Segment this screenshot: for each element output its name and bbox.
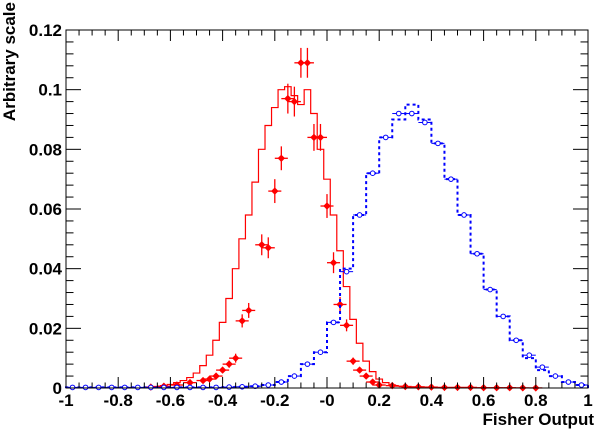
data-point: [355, 366, 364, 374]
data-point: [368, 378, 377, 386]
plot-layer: [65, 47, 589, 392]
data-point: [161, 384, 167, 391]
data-point: [108, 384, 115, 391]
x-tick-label: 0.8: [524, 391, 548, 410]
data-point: [218, 366, 227, 374]
data-point: [317, 349, 324, 356]
axis-ticks: [65, 29, 589, 389]
y-tick-label: 0.06: [29, 200, 62, 219]
x-tick-label: -1: [58, 391, 73, 410]
data-point: [225, 360, 233, 368]
data-point: [578, 382, 585, 388]
data-point: [461, 212, 467, 218]
data-point: [290, 97, 299, 106]
data-point: [148, 384, 154, 391]
data-point: [349, 357, 357, 365]
y-axis-title: Arbitrary scale: [0, 2, 19, 121]
x-tick-label: -0.8: [104, 391, 133, 410]
data-point: [252, 383, 259, 390]
data-point: [500, 313, 506, 320]
series-points: [144, 47, 543, 392]
data-point: [303, 59, 312, 67]
data-point: [134, 384, 141, 391]
data-point: [264, 244, 272, 252]
data-point: [258, 241, 266, 249]
data-point: [291, 373, 298, 379]
tick-labels: -1 -0.8 -0.6 -0.4 -0.2 -0 0.2 0.4 0.6 0.8 1 0 0.02 0.…: [29, 21, 593, 410]
data-point: [513, 337, 520, 344]
data-point: [265, 382, 272, 388]
x-tick-label: -0.4: [208, 391, 238, 410]
data-point: [329, 258, 338, 267]
series-points-open: [66, 110, 588, 391]
data-point: [422, 119, 428, 126]
data-point: [212, 372, 220, 380]
y-tick-label: 0.1: [38, 81, 62, 100]
data-point: [284, 94, 292, 103]
data-point: [316, 133, 325, 142]
x-tick-label: 1: [583, 391, 592, 410]
x-tick-label: -0.6: [156, 391, 185, 410]
data-point: [435, 140, 441, 147]
data-point: [186, 378, 194, 387]
data-point: [226, 384, 232, 390]
x-axis-title: Fisher Output: [483, 410, 595, 429]
data-point: [231, 354, 240, 362]
data-point: [323, 202, 331, 210]
data-point: [565, 379, 572, 385]
data-point: [304, 361, 311, 367]
data-point: [526, 352, 533, 358]
data-point: [271, 187, 279, 195]
data-point: [213, 384, 219, 391]
x-tick-label: 0.2: [367, 391, 391, 410]
data-point: [539, 364, 546, 370]
data-point: [474, 250, 480, 257]
y-tick-label: 0.04: [29, 260, 63, 279]
data-point: [448, 176, 454, 182]
data-point: [343, 268, 350, 275]
x-tick-label: 0.4: [420, 391, 444, 410]
x-tick-label: 0.6: [472, 391, 496, 410]
data-point: [69, 384, 76, 391]
data-point: [95, 384, 102, 391]
data-point: [121, 384, 128, 391]
data-point: [187, 384, 193, 391]
data-point: [395, 110, 402, 117]
y-tick-label: 0: [53, 379, 62, 398]
data-point: [174, 384, 180, 391]
data-point: [200, 384, 206, 391]
data-point: [409, 110, 415, 117]
data-point: [277, 154, 286, 162]
data-point: [330, 319, 337, 326]
data-point: [362, 372, 370, 380]
data-point: [205, 375, 214, 383]
x-tick-label: -0: [319, 391, 334, 410]
data-point: [369, 170, 376, 176]
y-tick-label: 0.08: [29, 140, 62, 159]
data-point: [487, 286, 493, 293]
data-point: [552, 373, 559, 379]
data-point: [356, 212, 363, 218]
data-point: [82, 384, 89, 391]
data-point: [342, 321, 351, 330]
x-tick-label: -0.2: [260, 391, 289, 410]
data-point: [278, 379, 285, 385]
data-point: [238, 317, 246, 325]
y-tick-label: 0.02: [29, 319, 62, 338]
data-point: [244, 306, 253, 315]
data-point: [382, 134, 389, 141]
y-tick-label: 0.12: [29, 21, 62, 40]
